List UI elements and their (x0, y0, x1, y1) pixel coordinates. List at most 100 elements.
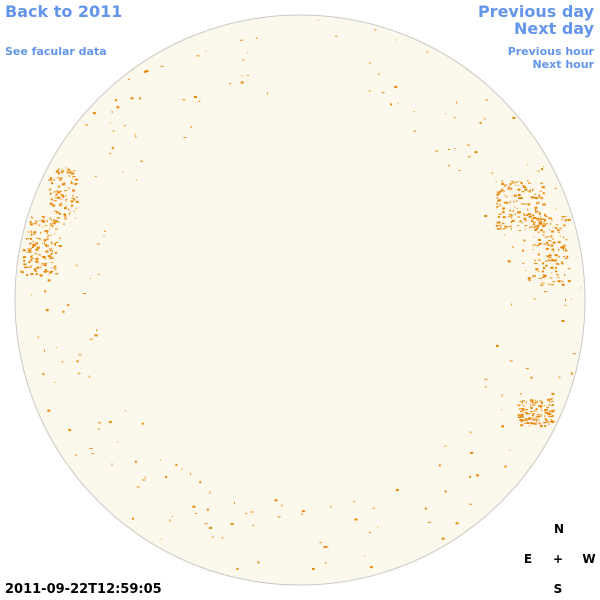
facula (59, 202, 61, 204)
facula (499, 193, 501, 195)
facula (551, 259, 555, 262)
facula (507, 216, 510, 218)
facula (531, 218, 534, 220)
facula (550, 419, 553, 421)
facula (558, 249, 560, 252)
facula (33, 231, 37, 234)
facula (526, 180, 529, 182)
facular-link[interactable]: See facular data (5, 45, 107, 58)
facula (33, 233, 36, 235)
facula (496, 221, 498, 224)
facula (527, 190, 531, 192)
facula (31, 216, 33, 218)
facula (395, 489, 399, 491)
facula (530, 376, 533, 379)
facula (532, 418, 536, 421)
compass-south: S (553, 582, 563, 596)
facula (55, 242, 59, 243)
facula (520, 413, 524, 416)
facula (73, 210, 75, 212)
facula (70, 200, 74, 203)
facula (548, 260, 552, 261)
facula (196, 55, 200, 57)
facula (50, 242, 53, 244)
facula (534, 193, 537, 195)
facula (30, 265, 32, 268)
facula (527, 182, 531, 184)
facula (413, 130, 417, 132)
facula (141, 422, 144, 425)
facula (63, 214, 66, 216)
previous-day-link[interactable]: Previous day (477, 2, 594, 21)
facula (550, 217, 553, 219)
facula (504, 234, 506, 236)
facula (56, 192, 58, 195)
facula (496, 193, 500, 196)
facula (70, 211, 71, 213)
facula (96, 243, 100, 245)
facula (33, 244, 36, 247)
facula (517, 185, 519, 186)
facula (50, 270, 54, 272)
facula (534, 403, 536, 406)
facula (74, 454, 77, 456)
facula (497, 227, 500, 230)
facula (500, 190, 503, 193)
facula (518, 417, 522, 418)
facula (524, 225, 528, 227)
facula (47, 236, 49, 239)
facula (546, 419, 548, 421)
facula (58, 213, 61, 215)
next-day-link[interactable]: Next day (514, 19, 594, 38)
next-hour-link[interactable]: Next hour (532, 58, 595, 71)
facula (524, 220, 527, 222)
facula (548, 228, 550, 230)
facula (230, 523, 234, 526)
facula (43, 270, 47, 273)
facula (236, 568, 239, 570)
facula (510, 187, 513, 190)
facula (44, 244, 47, 246)
facula (56, 346, 58, 348)
facula (533, 226, 536, 228)
facula (20, 270, 22, 273)
facula (125, 410, 126, 412)
facula (165, 475, 168, 478)
facula (532, 220, 534, 222)
facula (78, 354, 82, 356)
facula (540, 284, 544, 286)
facula (96, 329, 98, 332)
facula (543, 213, 546, 216)
facula (97, 428, 100, 430)
facula (241, 75, 243, 77)
facula (498, 199, 501, 201)
facula (247, 74, 249, 76)
facula (533, 298, 536, 300)
facula (61, 204, 63, 206)
previous-hour-link[interactable]: Previous hour (507, 45, 594, 58)
facula (54, 273, 58, 275)
facula (547, 415, 551, 417)
facula (551, 230, 555, 233)
facula (531, 401, 534, 403)
facula (277, 516, 281, 518)
facula (504, 201, 508, 204)
facula (549, 277, 553, 279)
facula (553, 260, 556, 262)
facula (549, 400, 551, 403)
facula (444, 490, 447, 493)
facula (57, 191, 61, 194)
facula (517, 197, 521, 200)
facula (529, 226, 531, 229)
facula (474, 151, 478, 154)
back-link[interactable]: Back to 2011 (5, 2, 123, 21)
facula (554, 227, 557, 230)
facula (67, 168, 71, 171)
facula (41, 264, 43, 266)
facula (534, 402, 537, 404)
facula (274, 499, 278, 502)
facula (484, 117, 486, 120)
facula (467, 156, 471, 158)
facula (55, 212, 59, 214)
